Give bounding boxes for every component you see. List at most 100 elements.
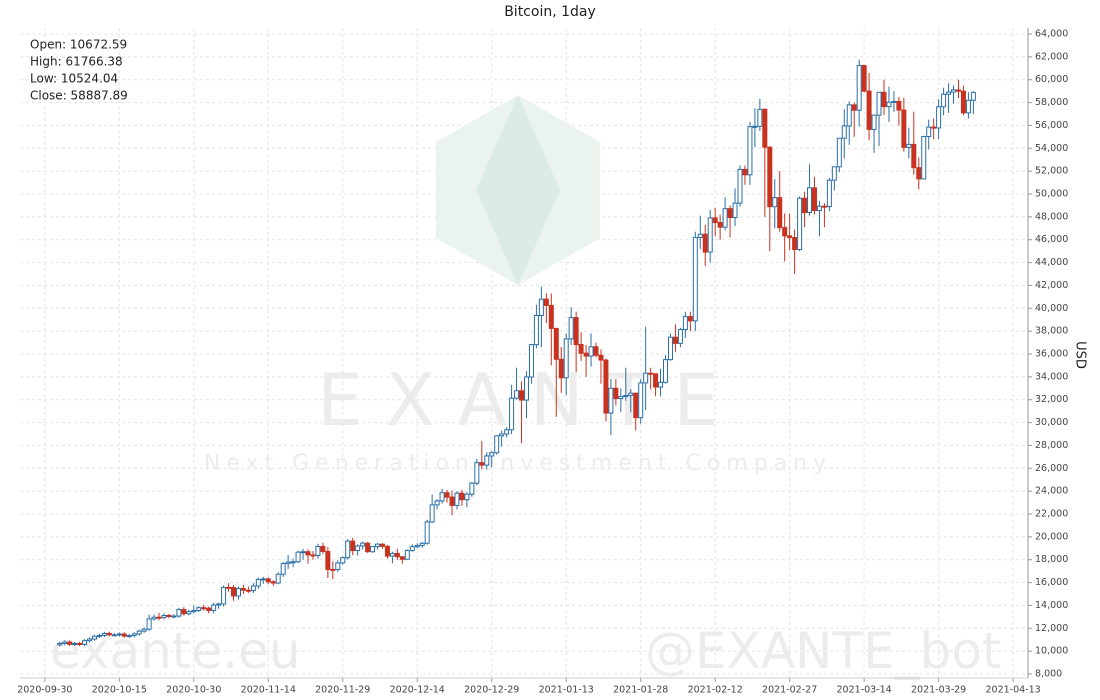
candle-body	[727, 208, 733, 219]
candle-body	[201, 607, 207, 610]
candle-body	[151, 616, 157, 620]
candle-body	[911, 143, 917, 169]
candle-body	[221, 586, 227, 605]
candle-body	[960, 90, 966, 114]
candle-body	[697, 233, 703, 238]
candle-body	[216, 603, 222, 606]
y-tick-label: 32,000	[1035, 394, 1068, 405]
candle-body	[836, 137, 842, 168]
candle-body	[821, 205, 827, 208]
y-tick-label: 8,000	[1035, 669, 1062, 680]
candle-body	[841, 125, 847, 139]
candle-body	[514, 390, 520, 399]
candle-body	[62, 641, 68, 644]
candle-body	[295, 551, 301, 563]
y-tick-label: 46,000	[1035, 234, 1068, 245]
candle-body	[305, 551, 311, 556]
candle-body	[255, 578, 261, 587]
candle-body	[747, 126, 753, 176]
candle-body	[77, 642, 83, 645]
candle-body	[682, 316, 688, 331]
y-tick-label: 26,000	[1035, 463, 1068, 474]
watermark-tagline: Next Generation Investment Company	[204, 451, 832, 476]
candle-body	[826, 179, 832, 208]
candle-body	[901, 109, 907, 148]
y-tick-label: 22,000	[1035, 509, 1068, 520]
candle-body	[523, 376, 529, 401]
candle-body	[752, 125, 758, 128]
candle-body	[762, 108, 768, 148]
candle-body	[787, 235, 793, 239]
watermark-site: exante.eu	[50, 622, 301, 680]
candle-body	[191, 609, 197, 613]
y-tick-label: 62,000	[1035, 51, 1068, 62]
candle-body	[797, 197, 803, 251]
candle-body	[583, 352, 589, 357]
y-tick-label: 18,000	[1035, 554, 1068, 565]
candle-body	[886, 101, 892, 108]
candle-body	[573, 317, 579, 346]
candle-body	[608, 387, 614, 414]
candle-body	[677, 329, 683, 344]
candle-body	[226, 586, 232, 589]
info-label: High: 61766.38	[30, 55, 123, 69]
y-tick-label: 34,000	[1035, 371, 1068, 382]
y-axis-title: USD	[1073, 341, 1088, 369]
candle-body	[563, 338, 569, 379]
candle-body	[240, 588, 246, 591]
candle-body	[712, 217, 718, 224]
candle-body	[499, 433, 505, 437]
candle-body	[772, 197, 778, 208]
candle-body	[270, 581, 276, 584]
candle-body	[310, 554, 316, 557]
candle-body	[235, 588, 241, 597]
candle-body	[687, 316, 693, 322]
candle-body	[633, 392, 639, 419]
y-tick-label: 50,000	[1035, 189, 1068, 200]
candle-body	[618, 395, 624, 400]
candle-body	[643, 372, 649, 384]
candle-body	[846, 104, 852, 127]
watermark-brand: E X A N T E	[317, 358, 719, 442]
candle-body	[648, 372, 654, 375]
candle-body	[444, 492, 450, 498]
candle-body	[588, 346, 594, 357]
candle-body	[667, 336, 673, 361]
candles	[57, 59, 976, 647]
candle-body	[970, 91, 976, 101]
candle-body	[876, 91, 882, 116]
candle-body	[856, 65, 862, 111]
candle-body	[91, 635, 97, 640]
candle-body	[211, 604, 217, 611]
candle-body	[399, 556, 405, 560]
candle-body	[965, 99, 971, 114]
x-tick-label: 2021-01-28	[613, 685, 668, 696]
candle-body	[509, 397, 515, 431]
candle-body	[792, 237, 798, 251]
candle-body	[504, 429, 510, 435]
candle-body	[484, 455, 490, 466]
y-tick-label: 56,000	[1035, 120, 1068, 131]
y-tick-label: 16,000	[1035, 577, 1068, 588]
candle-body	[717, 222, 723, 228]
candle-body	[881, 91, 887, 108]
candle-body	[896, 100, 902, 111]
y-tick-label: 58,000	[1035, 97, 1068, 108]
candle-body	[196, 607, 202, 611]
candle-body	[355, 545, 361, 552]
candle-body	[777, 197, 783, 229]
candle-body	[603, 359, 609, 414]
candle-body	[72, 642, 78, 645]
x-tick-label: 2020-11-29	[315, 685, 370, 696]
y-tick-label: 20,000	[1035, 531, 1068, 542]
candle-body	[638, 382, 644, 419]
candle-body	[345, 540, 351, 559]
candle-body	[593, 346, 599, 356]
candle-body	[290, 561, 296, 564]
candle-body	[951, 89, 957, 93]
candle-body	[707, 217, 713, 253]
candle-body	[384, 545, 390, 557]
y-tick-label: 36,000	[1035, 349, 1068, 360]
candle-body	[692, 236, 698, 322]
